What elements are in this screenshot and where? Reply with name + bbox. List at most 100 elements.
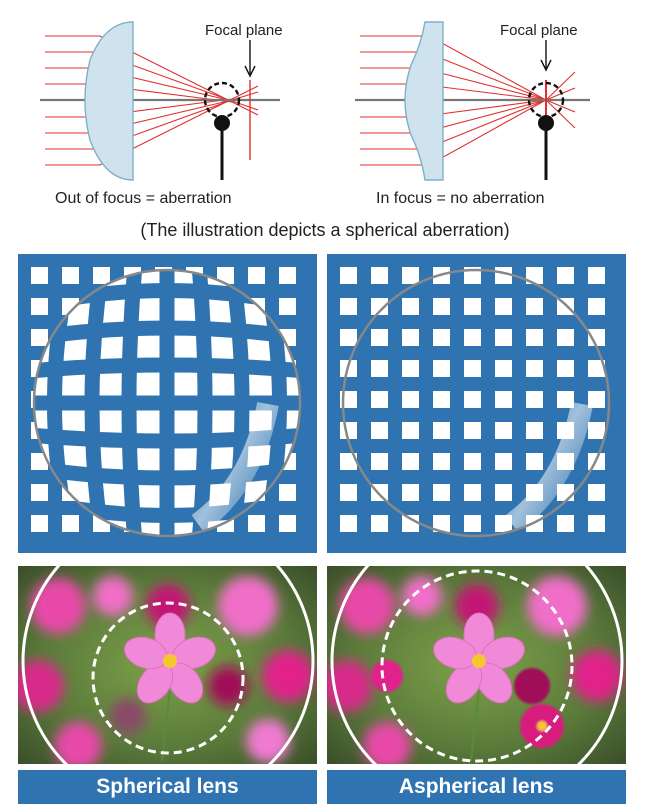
- grid-cell: [526, 360, 543, 377]
- grid-cell: [248, 515, 265, 532]
- grid-cell: [402, 329, 419, 346]
- grid-cell: [464, 484, 481, 501]
- main-flower: [433, 612, 525, 762]
- grid-cell: [31, 515, 48, 532]
- grid-cell: [371, 391, 388, 408]
- grid-cell: [557, 391, 574, 408]
- grid-cell: [557, 267, 574, 284]
- grid-cell: [371, 360, 388, 377]
- grid-cell: [464, 515, 481, 532]
- grid-cell: [248, 267, 265, 284]
- grid-cell: [495, 422, 512, 439]
- grid-cell: [526, 329, 543, 346]
- grid-cell: [31, 329, 48, 346]
- grid-cell: [588, 267, 605, 284]
- grid-cell: [464, 453, 481, 470]
- grid-cell: [402, 360, 419, 377]
- grid-cell: [526, 298, 543, 315]
- aspherical-lens-shape: [404, 21, 444, 181]
- grid-cell: [279, 267, 296, 284]
- grid-cell: [495, 484, 512, 501]
- grid-cell: [31, 267, 48, 284]
- grid-cell: [62, 515, 79, 532]
- focal-plane-label-right: Focal plane: [500, 22, 578, 39]
- aspherical-photo-panel: [327, 566, 626, 764]
- aspherical-grid-panel: [327, 254, 626, 553]
- grid-cell: [279, 515, 296, 532]
- focal-plane-label-left: Focal plane: [205, 22, 283, 39]
- grid-cell: [588, 329, 605, 346]
- grid-cell: [464, 298, 481, 315]
- grid-cell: [402, 391, 419, 408]
- grid-cell: [588, 298, 605, 315]
- grid-cell: [371, 267, 388, 284]
- grid-cell: [495, 391, 512, 408]
- grid-cell: [402, 422, 419, 439]
- grid-cell: [340, 453, 357, 470]
- grid-cell: [464, 360, 481, 377]
- grid-cell: [340, 484, 357, 501]
- grid-cell: [588, 391, 605, 408]
- grid-cell: [588, 484, 605, 501]
- grid-cell: [433, 329, 450, 346]
- grid-cell: [588, 360, 605, 377]
- grid-cell: [31, 298, 48, 315]
- grid-cell: [93, 267, 110, 284]
- grid-cell: [279, 298, 296, 315]
- spherical-ray-diagram: [40, 21, 280, 181]
- grid-cell: [402, 484, 419, 501]
- grid-cell: [526, 391, 543, 408]
- grid-cell: [526, 453, 543, 470]
- grid-cell: [340, 267, 357, 284]
- grid-cell: [433, 453, 450, 470]
- grid-cell: [433, 360, 450, 377]
- grid-cell: [340, 298, 357, 315]
- spherical-lens-shape: [84, 21, 134, 181]
- grid-cell: [495, 453, 512, 470]
- grid-cell: [340, 329, 357, 346]
- grid-cell: [495, 329, 512, 346]
- grid-cell: [433, 298, 450, 315]
- grid-cell: [371, 329, 388, 346]
- grid-cell: [526, 422, 543, 439]
- spherical-photo-panel: [18, 566, 317, 764]
- grid-cell: [31, 453, 48, 470]
- grid-cell: [495, 298, 512, 315]
- aspherical-lens-label: Aspherical lens: [327, 770, 626, 804]
- grid-cell: [464, 329, 481, 346]
- grid-cell: [217, 267, 234, 284]
- grid-cell: [588, 422, 605, 439]
- illustration-note: (The illustration depicts a spherical ab…: [140, 220, 510, 240]
- grid-cell: [433, 391, 450, 408]
- grid-cell: [495, 515, 512, 532]
- grid-cell: [433, 515, 450, 532]
- caption-in-focus: In focus = no aberration: [376, 190, 545, 207]
- grid-cell: [62, 267, 79, 284]
- grid-cell: [433, 422, 450, 439]
- grid-cell: [371, 422, 388, 439]
- grid-cell: [557, 329, 574, 346]
- main-flower: [124, 612, 216, 762]
- grid-cell: [402, 298, 419, 315]
- grid-cell: [371, 515, 388, 532]
- grid-cell: [464, 391, 481, 408]
- caption-out-of-focus: Out of focus = aberration: [55, 190, 232, 207]
- grid-cell: [402, 267, 419, 284]
- grid-cell: [557, 360, 574, 377]
- grid-cell: [371, 453, 388, 470]
- grid-cell: [340, 515, 357, 532]
- grid-cell: [588, 515, 605, 532]
- grid-cell: [31, 484, 48, 501]
- spherical-grid-panel: [18, 254, 317, 553]
- aspherical-ray-diagram: [355, 21, 590, 181]
- grid-cell: [402, 453, 419, 470]
- grid-cell: [279, 484, 296, 501]
- grid-cell: [495, 360, 512, 377]
- grid-cell: [433, 484, 450, 501]
- grid-cell: [526, 267, 543, 284]
- spherical-lens-label: Spherical lens: [18, 770, 317, 804]
- grid-cell: [557, 515, 574, 532]
- grid-cell: [371, 298, 388, 315]
- grid-cell: [402, 515, 419, 532]
- grid-cell: [464, 422, 481, 439]
